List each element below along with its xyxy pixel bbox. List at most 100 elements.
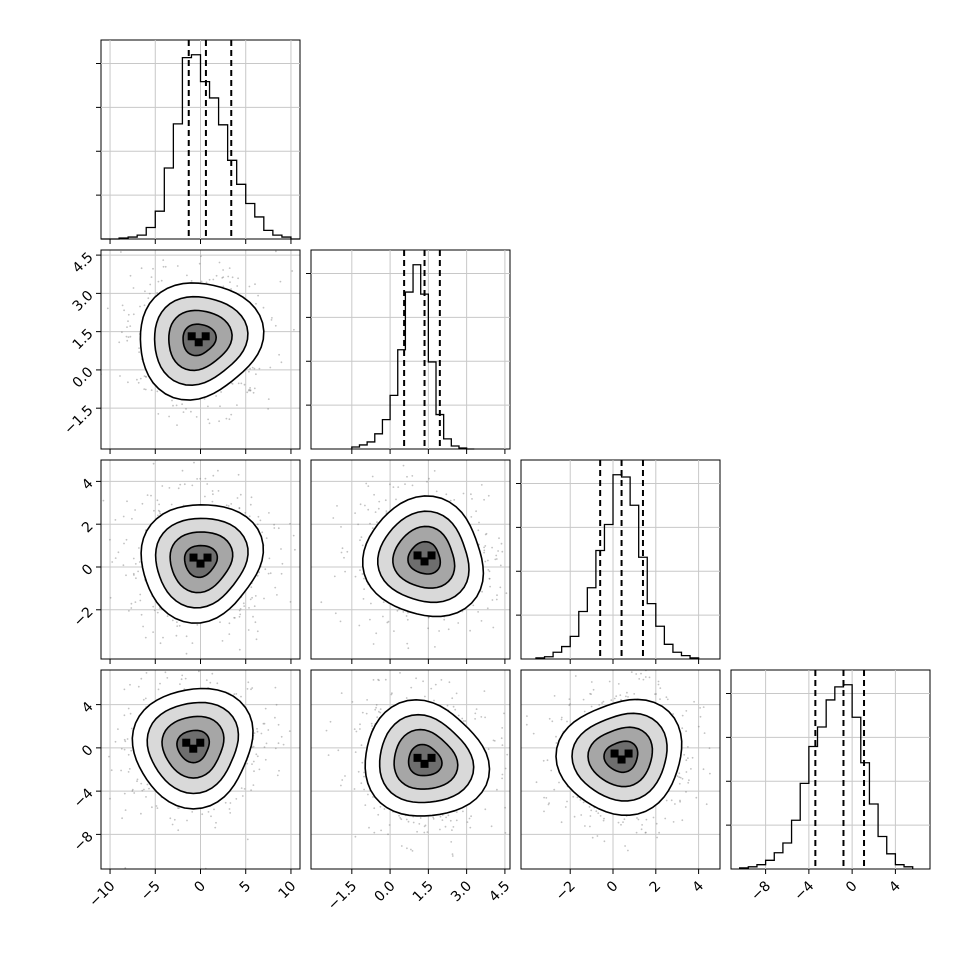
scatter-point	[127, 753, 130, 756]
scatter-point	[213, 808, 215, 811]
contour-line	[167, 309, 233, 372]
scatter-point	[450, 841, 453, 843]
scatter-point	[129, 712, 132, 715]
scatter-point	[666, 698, 669, 701]
panel-content	[311, 670, 510, 869]
scatter-point	[306, 710, 308, 712]
scatter-point	[249, 503, 252, 506]
contour-line	[183, 544, 219, 579]
scatter-point	[222, 269, 225, 271]
scatter-point	[256, 523, 259, 526]
scatter-point	[109, 797, 111, 800]
scatter-point	[373, 807, 376, 810]
scatter-point	[137, 570, 140, 573]
scatter-point	[175, 404, 178, 407]
scatter-point	[207, 811, 210, 813]
scatter-point	[359, 569, 361, 572]
scatter-point	[379, 711, 382, 714]
x-tick-label: 4.5	[486, 878, 513, 905]
scatter-point	[183, 483, 186, 486]
scatter-point	[124, 867, 127, 869]
scatter-point	[375, 632, 378, 635]
scatter-point	[117, 728, 119, 730]
scatter-point	[236, 404, 238, 406]
scatter-point	[500, 737, 503, 740]
scatter-point	[228, 808, 231, 810]
scatter-point	[430, 687, 433, 690]
scatter-point	[181, 469, 184, 472]
scatter-point	[378, 710, 380, 713]
scatter-point	[582, 801, 585, 804]
scatter-point	[406, 475, 408, 478]
x-tick-label: −5	[138, 878, 164, 904]
y-tick-label: 4	[79, 699, 97, 717]
scatter-point	[126, 339, 129, 342]
scatter-point	[252, 745, 255, 748]
scatter-point	[483, 549, 486, 552]
scatter-point	[248, 515, 251, 518]
scatter-point	[114, 740, 117, 743]
scatter-point	[583, 710, 586, 713]
scatter-point	[243, 605, 246, 607]
scatter-point	[131, 517, 133, 520]
scatter-point	[699, 707, 701, 709]
scatter-point	[468, 817, 471, 820]
scatter-point	[71, 565, 73, 567]
scatter-point	[481, 590, 483, 593]
scatter-point	[353, 788, 356, 790]
scatter-point	[558, 781, 560, 784]
scatter-point	[681, 819, 684, 822]
scatter-point	[455, 692, 458, 695]
scatter-point	[268, 512, 270, 514]
scatter-point	[636, 817, 638, 819]
contour-line	[182, 323, 218, 357]
scatter-point	[622, 821, 624, 823]
contour-line	[364, 698, 491, 817]
y-tick-label: −8	[71, 829, 97, 855]
scatter-point	[211, 500, 214, 503]
scatter-point	[234, 617, 236, 619]
scatter-point	[501, 550, 504, 553]
scatter-point	[280, 361, 283, 364]
scatter-point	[277, 742, 280, 745]
scatter-point	[156, 499, 159, 502]
scatter-point	[325, 729, 328, 732]
scatter-point	[221, 640, 224, 642]
scatter-point	[569, 703, 571, 706]
scatter-point	[462, 720, 465, 722]
scatter-point	[573, 815, 576, 818]
scatter-point	[151, 806, 153, 809]
scatter-point	[652, 816, 655, 819]
scatter-point	[139, 599, 142, 602]
scatter-point	[411, 850, 414, 852]
scatter-point	[372, 643, 375, 645]
scatter-point	[205, 679, 208, 682]
scatter-point	[503, 712, 505, 715]
scatter-point	[263, 597, 265, 600]
scatter-point	[470, 493, 472, 496]
scatter-point	[110, 769, 113, 772]
scatter-point	[491, 546, 493, 549]
histogram-frame	[520, 459, 721, 660]
scatter-point	[123, 714, 126, 717]
scatter-point	[208, 422, 211, 425]
y-tick-label: 4.5	[70, 249, 97, 276]
scatter-point	[344, 570, 346, 573]
scatter-point	[640, 672, 642, 675]
scatter-point	[169, 817, 172, 820]
scatter-point	[230, 413, 233, 416]
scatter-point	[363, 788, 365, 791]
scatter-point	[122, 564, 125, 567]
y-tick-label: −4	[71, 785, 97, 811]
scatter-point	[487, 569, 490, 571]
scatter-point	[635, 673, 638, 675]
scatter-point	[244, 511, 247, 514]
scatter-point	[496, 788, 498, 791]
scatter-point	[157, 509, 160, 512]
scatter-point	[340, 784, 342, 787]
scatter-point	[147, 297, 150, 300]
scatter-point	[426, 480, 428, 483]
scatter-point	[120, 747, 123, 750]
scatter-point	[229, 281, 231, 284]
scatter-point	[411, 484, 414, 487]
